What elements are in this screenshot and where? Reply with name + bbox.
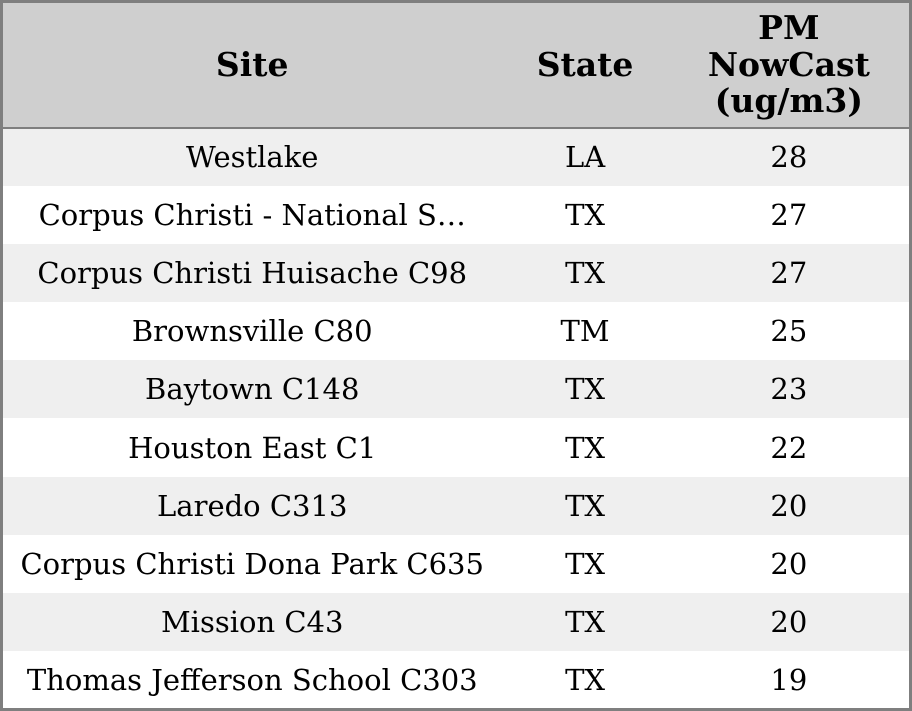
site-cell: Laredo C313 xyxy=(157,488,348,523)
col-header-state: State xyxy=(501,1,669,129)
table-row: Thomas Jefferson School C303 TX 19 xyxy=(1,651,911,710)
table-body: Westlake LA 28 Corpus Christi - National… xyxy=(1,127,911,710)
site-cell: Houston East C1 xyxy=(128,430,377,465)
table-row: Houston East C1 TX 22 xyxy=(1,418,911,477)
table-row: Baytown C148 TX 23 xyxy=(1,360,911,419)
table-header: Site State PM NowCast (ug/m3) xyxy=(1,1,911,129)
pm-value-cell: 27 xyxy=(770,255,808,290)
state-cell: TX xyxy=(565,488,606,523)
table-row: Brownsville C80 TM 25 xyxy=(1,302,911,361)
table-row: Corpus Christi - National S… TX 27 xyxy=(1,185,911,244)
state-cell: TX xyxy=(565,605,606,640)
pm-value-cell: 19 xyxy=(770,662,808,697)
state-cell: TX xyxy=(565,372,606,407)
pm-value-cell: 27 xyxy=(770,197,808,232)
table-row: Westlake LA 28 xyxy=(1,127,911,186)
state-cell: TM xyxy=(560,314,610,349)
site-cell: Westlake xyxy=(186,140,319,175)
table-row: Laredo C313 TX 20 xyxy=(1,476,911,535)
state-cell: LA xyxy=(564,140,606,175)
site-cell: Mission C43 xyxy=(160,605,344,640)
pm-value-cell: 25 xyxy=(770,314,808,349)
col-header-site: Site xyxy=(1,1,502,129)
site-cell: Thomas Jefferson School C303 xyxy=(26,662,478,697)
pm-value-cell: 28 xyxy=(770,140,808,175)
table-row: Mission C43 TX 20 xyxy=(1,593,911,652)
pm-value-cell: 23 xyxy=(770,372,808,407)
pm-value-cell: 20 xyxy=(770,488,808,523)
col-header-pm-nowcast: PM NowCast (ug/m3) xyxy=(668,1,911,129)
state-cell: TX xyxy=(565,430,606,465)
site-cell: Baytown C148 xyxy=(145,372,360,407)
state-cell: TX xyxy=(565,546,606,581)
pm-value-cell: 22 xyxy=(770,430,808,465)
state-cell: TX xyxy=(565,197,606,232)
header-row: Site State PM NowCast (ug/m3) xyxy=(1,1,911,129)
pm-header-line-1: PM xyxy=(758,8,820,48)
pm-value-cell: 20 xyxy=(770,605,808,640)
pm-value-cell: 20 xyxy=(770,546,808,581)
table-row: Corpus Christi Dona Park C635 TX 20 xyxy=(1,534,911,593)
site-cell: Corpus Christi - National S… xyxy=(38,197,466,232)
pm-header-line-2: NowCast xyxy=(707,44,870,84)
site-cell: Brownsville C80 xyxy=(131,314,373,349)
site-cell: Corpus Christi Dona Park C635 xyxy=(20,546,484,581)
state-cell: TX xyxy=(565,255,606,290)
pm-header-line-3: (ug/m3) xyxy=(714,80,863,120)
state-cell: TX xyxy=(565,662,606,697)
site-cell: Corpus Christi Huisache C98 xyxy=(37,255,468,290)
table-row: Corpus Christi Huisache C98 TX 27 xyxy=(1,243,911,303)
